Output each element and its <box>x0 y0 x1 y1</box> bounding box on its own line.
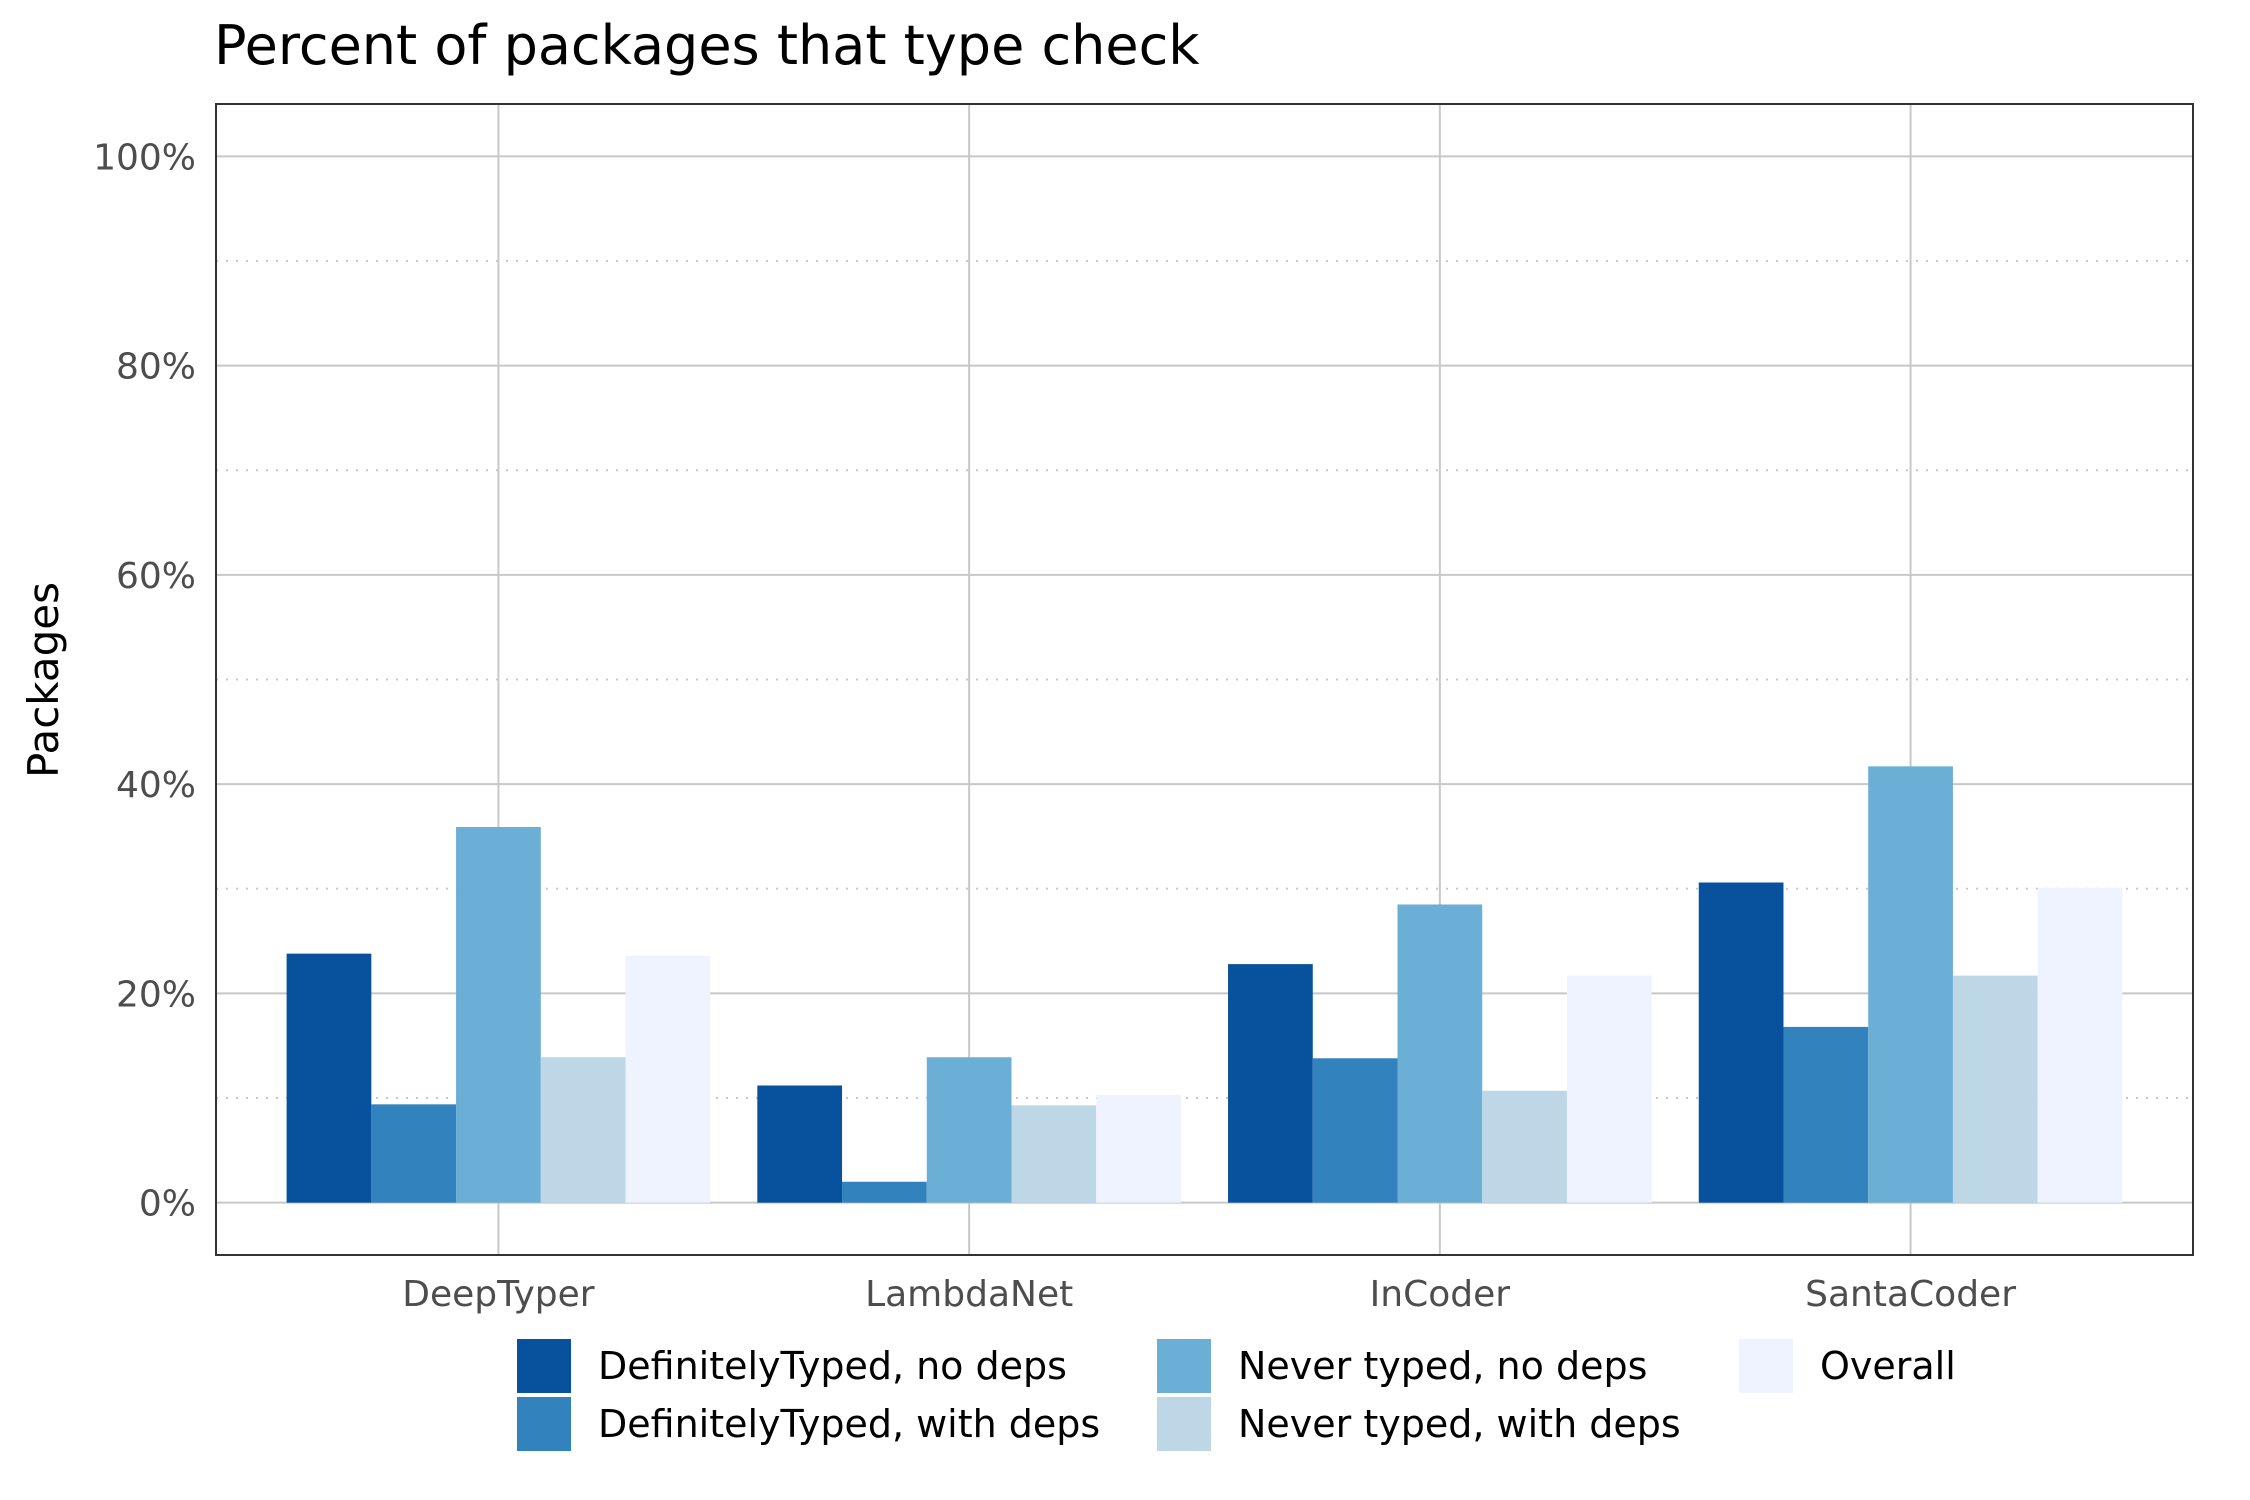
bar <box>842 1181 927 1203</box>
x-tick-label: SantaCoder <box>1805 1274 2016 1315</box>
bar <box>625 955 711 1203</box>
bar <box>1698 882 1784 1203</box>
bar <box>456 827 541 1203</box>
bar <box>1096 1094 1181 1203</box>
bar <box>1228 964 1313 1203</box>
chart-title: Percent of packages that type check <box>214 14 1200 77</box>
y-tick-label: 40% <box>116 765 196 806</box>
bar <box>1482 1090 1567 1203</box>
y-tick-label: 60% <box>116 556 196 597</box>
legend-swatch <box>1739 1339 1793 1393</box>
bar <box>926 1057 1012 1203</box>
bar <box>1397 904 1483 1203</box>
bar <box>286 953 372 1203</box>
x-tick-label: DeepTyper <box>402 1274 595 1315</box>
bar <box>1011 1105 1097 1203</box>
legend-swatch <box>1157 1397 1211 1451</box>
bar <box>2037 887 2123 1203</box>
x-tick-label: InCoder <box>1370 1274 1511 1315</box>
y-tick-label: 80% <box>116 347 196 388</box>
legend-label: DefinitelyTyped, with deps <box>598 1402 1100 1446</box>
legend-label: Overall <box>1820 1344 1956 1388</box>
legend-label: Never typed, no deps <box>1238 1344 1647 1388</box>
bar <box>1566 975 1652 1203</box>
legend-swatch <box>1157 1339 1211 1393</box>
y-tick-label: 20% <box>116 974 196 1015</box>
legend-label: Never typed, with deps <box>1238 1402 1681 1446</box>
legend: DefinitelyTyped, no deps DefinitelyTyped,… <box>517 1339 1956 1451</box>
legend-swatch <box>517 1397 571 1451</box>
x-tick-label: LambdaNet <box>865 1274 1073 1315</box>
x-axis-ticks: DeepTyper LambdaNet InCoder SantaCoder <box>402 1274 2016 1315</box>
bar <box>1783 1026 1869 1203</box>
bar <box>757 1085 843 1203</box>
y-axis-title: Packages <box>19 582 68 778</box>
y-tick-label: 100% <box>93 137 196 178</box>
bar <box>371 1104 457 1203</box>
plot-border <box>215 103 2194 1256</box>
legend-swatch <box>517 1339 571 1393</box>
bar <box>540 1057 626 1203</box>
y-tick-label: 0% <box>139 1184 196 1225</box>
bars <box>286 766 2123 1203</box>
legend-label: DefinitelyTyped, no deps <box>598 1344 1067 1388</box>
bar <box>1952 975 2038 1203</box>
y-axis-ticks: 0% 20% 40% 60% 80% 100% <box>93 137 196 1224</box>
bar <box>1312 1058 1398 1203</box>
bar <box>1868 766 1953 1203</box>
